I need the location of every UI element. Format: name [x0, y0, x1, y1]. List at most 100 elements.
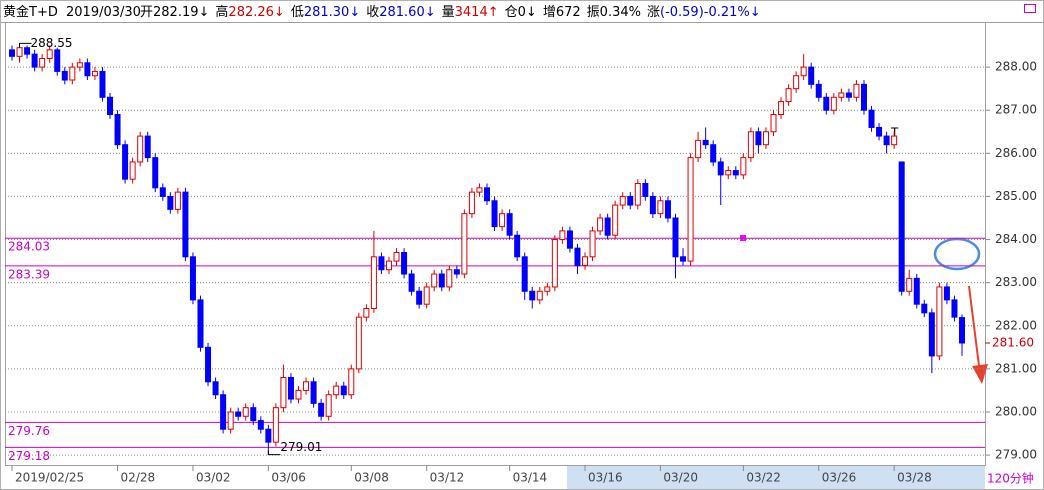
candle-body — [189, 256, 196, 301]
candle-body — [31, 53, 38, 68]
candle-body — [906, 277, 913, 292]
candle-body — [16, 47, 23, 57]
period-label[interactable]: 120分钟 — [987, 471, 1034, 486]
candle-body — [84, 62, 91, 77]
candle-body — [468, 191, 475, 215]
x-tick-label: 2019/02/25 — [15, 471, 84, 485]
candle-body — [544, 286, 551, 292]
candle-body — [348, 368, 355, 396]
candle-body — [340, 385, 347, 396]
candle-body — [167, 195, 174, 210]
candle-body — [453, 269, 460, 275]
candle-body — [830, 96, 837, 111]
candle-body — [649, 195, 656, 215]
header: 黄金T+D 2019/03/30 — [3, 4, 141, 20]
candle-body — [235, 411, 242, 417]
candle-body — [212, 381, 219, 396]
candle-body — [325, 394, 332, 417]
candle-body — [664, 200, 671, 219]
symbol: 黄金T+D — [3, 4, 58, 20]
candle-body — [438, 273, 445, 288]
candle-body — [107, 96, 114, 116]
candle-body — [717, 161, 724, 176]
candle-body — [506, 213, 513, 236]
candle-body — [657, 200, 664, 215]
last-price-label: 281.60 — [992, 336, 1034, 350]
candle-body — [129, 161, 136, 180]
candle-body — [272, 407, 279, 443]
candle-body — [778, 101, 785, 116]
header-value: (-0.59)-0.21%↓ — [660, 5, 761, 20]
candle-body — [740, 157, 747, 176]
candle-body — [928, 312, 935, 357]
x-tick-label: 03/14 — [513, 471, 548, 485]
candle-body — [370, 256, 377, 310]
y-tick-label: 283.00 — [995, 275, 1037, 289]
candle-body — [310, 381, 317, 404]
candle-body — [800, 66, 807, 77]
candle-body — [529, 290, 536, 301]
x-tick-label: 03/20 — [663, 471, 698, 485]
min-pointer — [267, 450, 281, 456]
candle-body — [951, 299, 958, 318]
candle-body — [9, 49, 15, 57]
candle-body — [536, 290, 543, 301]
candle-body — [461, 213, 468, 275]
candle-body — [378, 256, 385, 271]
candle-body — [295, 389, 302, 400]
candle-body — [257, 420, 264, 430]
plot-frame — [5, 22, 986, 466]
candle-body — [883, 135, 890, 146]
candle-body — [287, 376, 294, 400]
candle-body — [514, 234, 521, 258]
window-icon[interactable] — [1024, 4, 1036, 13]
candle-body — [197, 299, 204, 348]
candle-body — [227, 411, 234, 430]
candle-body — [265, 428, 272, 443]
header-value: 0.34% — [600, 5, 641, 20]
candle-body — [710, 144, 717, 163]
reference-label: 279.18 — [8, 449, 50, 463]
candle-body — [612, 204, 619, 236]
candle-body — [303, 381, 310, 391]
candle-body — [838, 92, 845, 98]
x-tick-label: 03/12 — [430, 471, 465, 485]
candle-body — [205, 346, 212, 383]
candle-body — [499, 213, 506, 228]
candle-body — [589, 230, 596, 258]
candle-body — [762, 131, 769, 146]
candle-body — [793, 75, 800, 90]
candle-body — [845, 92, 852, 98]
candle-body — [551, 239, 558, 288]
header-label: 量 — [442, 5, 455, 20]
candle-body — [695, 139, 702, 159]
candle-body — [642, 183, 649, 197]
candle-body — [559, 230, 566, 241]
scroll-highlight — [567, 466, 985, 489]
candle-body — [446, 269, 453, 288]
candle-body — [76, 62, 83, 68]
candle-body — [280, 376, 287, 409]
candle-body — [732, 170, 739, 176]
candle-body — [868, 109, 875, 128]
candle-body — [54, 49, 61, 72]
candle-body — [137, 135, 144, 163]
candle-body — [943, 286, 950, 301]
arrow-head — [972, 364, 988, 384]
candle-body — [627, 195, 634, 206]
reference-label: 279.76 — [8, 424, 50, 438]
candle-body — [597, 217, 604, 232]
min-label: 279.01 — [280, 440, 322, 454]
y-tick-label: 284.00 — [995, 232, 1037, 246]
reference-label: 284.03 — [8, 240, 50, 254]
header-label: 开 — [140, 5, 153, 20]
candle-body — [144, 135, 151, 159]
candle-body — [566, 230, 573, 249]
candle-body — [898, 161, 905, 292]
candle-body — [363, 308, 370, 318]
candle-body — [876, 126, 883, 137]
max-pointer — [19, 42, 32, 48]
candle-body — [122, 144, 129, 180]
